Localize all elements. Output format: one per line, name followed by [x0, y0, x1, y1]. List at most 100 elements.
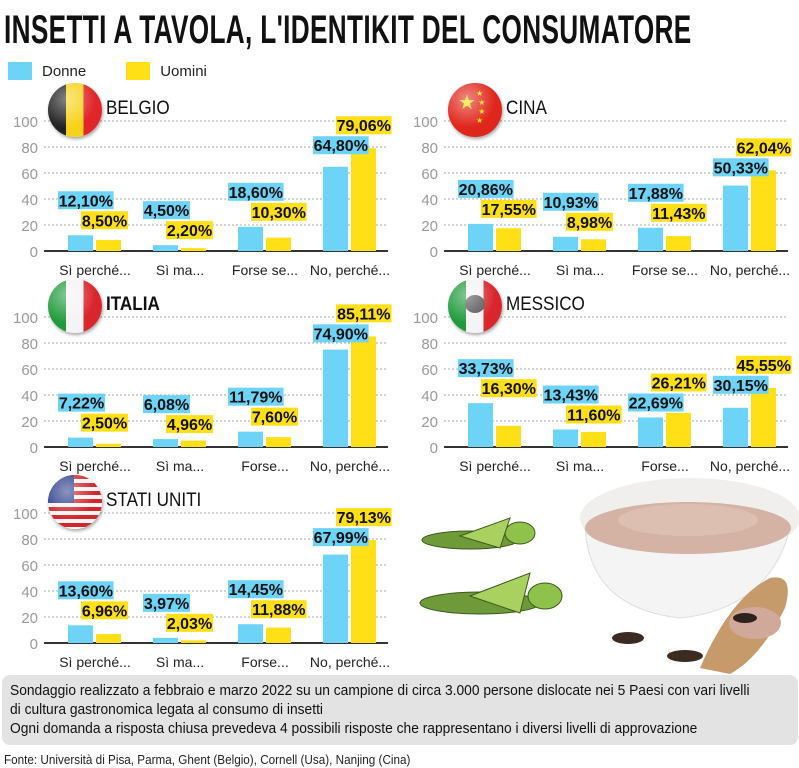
y-tick-label: 80 [421, 140, 438, 157]
y-tick-label: 80 [21, 336, 38, 353]
y-tick-label: 40 [21, 192, 38, 209]
data-label-uomini: 11,43% [652, 206, 705, 223]
note-line: Sondaggio realizzato a febbraio e marzo … [10, 682, 750, 699]
data-label-uomini-bg [251, 202, 307, 221]
data-label-uomini: 8,98% [567, 215, 612, 232]
data-label-uomini-bg [81, 413, 128, 432]
note-line: di cultura gastronomica legata al consum… [10, 701, 323, 718]
bar-donne [153, 245, 178, 251]
data-label-uomini-bg [251, 600, 307, 619]
data-label-uomini-bg [81, 211, 128, 230]
data-label-donne: 12,10% [59, 193, 113, 210]
data-label-donne: 20,86% [459, 182, 513, 199]
mexico-flag-icon [448, 279, 502, 333]
bar-uomini [581, 239, 606, 251]
data-label-uomini-bg [481, 199, 537, 218]
data-label-donne-bg [628, 393, 684, 412]
data-label-uomini: 4,96% [167, 417, 212, 434]
bar-chart: 0 20 40 60 80 100 Sì perché... 7,22% 2,50% Sì ma.… [13, 304, 392, 474]
legend-swatch-donne [8, 62, 32, 80]
category-label: Sì ma... [156, 654, 204, 670]
panel-title: STATI UNITI [106, 490, 202, 511]
data-label-uomini: 10,30% [252, 205, 306, 222]
y-tick-label: 0 [30, 440, 38, 457]
y-tick-label: 0 [430, 440, 438, 457]
data-label-donne-bg [458, 179, 514, 198]
bar-donne [638, 417, 663, 447]
usa-flag-icon [48, 475, 102, 529]
category-label: Forse... [241, 654, 288, 670]
data-label-donne: 13,60% [59, 583, 113, 600]
panel-title: MESSICO [506, 294, 585, 315]
y-tick-label: 100 [13, 310, 38, 327]
data-label-uomini-bg [481, 379, 537, 398]
bar-donne [238, 431, 263, 447]
data-label-uomini-bg [81, 601, 128, 620]
data-label-donne-bg [58, 393, 105, 412]
data-label-uomini-bg [336, 304, 392, 323]
category-label: Sì perché... [59, 458, 131, 474]
data-label-donne: 30,15% [714, 378, 768, 395]
page-title: INSETTI A TAVOLA, L'IDENTIKIT DEL CONSUM… [4, 8, 692, 52]
bar-chart: 0 20 40 60 80 100 Sì perché... 13,60% 6,96% Sì ma… [13, 506, 392, 670]
y-tick-label: 40 [21, 584, 38, 601]
bar-uomini [96, 239, 121, 251]
source-note: Fonte: Università di Pisa, Parma, Ghent … [4, 752, 411, 767]
data-label-donne: 3,97% [144, 596, 189, 613]
category-label: Sì ma... [156, 458, 204, 474]
bar-uomini [181, 440, 206, 447]
category-label: Sì perché... [459, 458, 531, 474]
data-label-uomini: 8,50% [82, 213, 127, 230]
bar-uomini [751, 170, 776, 251]
bar-uomini [351, 148, 376, 251]
data-label-donne: 13,43% [544, 388, 598, 405]
data-label-uomini: 2,20% [167, 223, 212, 240]
y-tick-label: 80 [421, 336, 438, 353]
bar-uomini [351, 336, 376, 447]
y-tick-label: 20 [421, 218, 438, 235]
bar-uomini [666, 412, 691, 447]
data-label-donne-bg [228, 387, 284, 406]
data-label-donne-bg [228, 580, 284, 599]
panel-stati-uniti: 0 20 40 60 80 100 Sì perché... 13,60% 6,96% Sì ma… [0, 475, 399, 680]
survey-note: Sondaggio realizzato a febbraio e marzo … [2, 675, 798, 745]
data-label-donne-bg [628, 183, 684, 202]
data-label-donne-bg [713, 375, 769, 394]
data-label-donne: 18,60% [229, 185, 283, 202]
bar-uomini [496, 228, 521, 251]
y-tick-label: 20 [421, 414, 438, 431]
data-label-donne-bg [58, 191, 114, 210]
bar-donne [553, 236, 578, 251]
data-label-donne-bg [143, 593, 190, 612]
data-label-donne-bg [228, 182, 284, 201]
y-tick-label: 60 [421, 166, 438, 183]
panel-title: ITALIA [106, 294, 160, 315]
data-label-donne: 10,93% [544, 195, 598, 212]
data-label-donne-bg [458, 359, 514, 378]
data-label-uomini-bg [166, 613, 213, 632]
bar-donne [153, 637, 178, 643]
data-label-donne-bg [543, 192, 599, 211]
bar-uomini [181, 248, 206, 251]
y-tick-label: 100 [413, 310, 438, 327]
bar-donne [723, 185, 748, 251]
data-label-uomini-bg [336, 116, 392, 135]
y-tick-label: 100 [413, 114, 438, 131]
category-label: No, perché... [710, 262, 790, 278]
category-label: Sì perché... [59, 262, 131, 278]
note-line: Ogni domanda a risposta chiusa prevedeva… [10, 720, 698, 737]
belgium-flag-icon [48, 83, 102, 137]
data-label-uomini-bg [251, 407, 298, 426]
legend: Donne Uomini [8, 62, 207, 80]
data-label-uomini: 2,03% [167, 616, 212, 633]
data-label-uomini-bg [166, 221, 213, 240]
data-label-donne-bg [313, 324, 369, 343]
bar-chart: 0 20 40 60 80 100 Sì perché... 20,86% 17,55% Sì m… [413, 114, 792, 278]
data-label-uomini: 11,88% [252, 602, 305, 619]
y-tick-label: 60 [421, 362, 438, 379]
bar-uomini [266, 237, 291, 251]
bar-donne [323, 554, 348, 643]
y-tick-label: 60 [21, 558, 38, 575]
y-tick-label: 40 [21, 388, 38, 405]
